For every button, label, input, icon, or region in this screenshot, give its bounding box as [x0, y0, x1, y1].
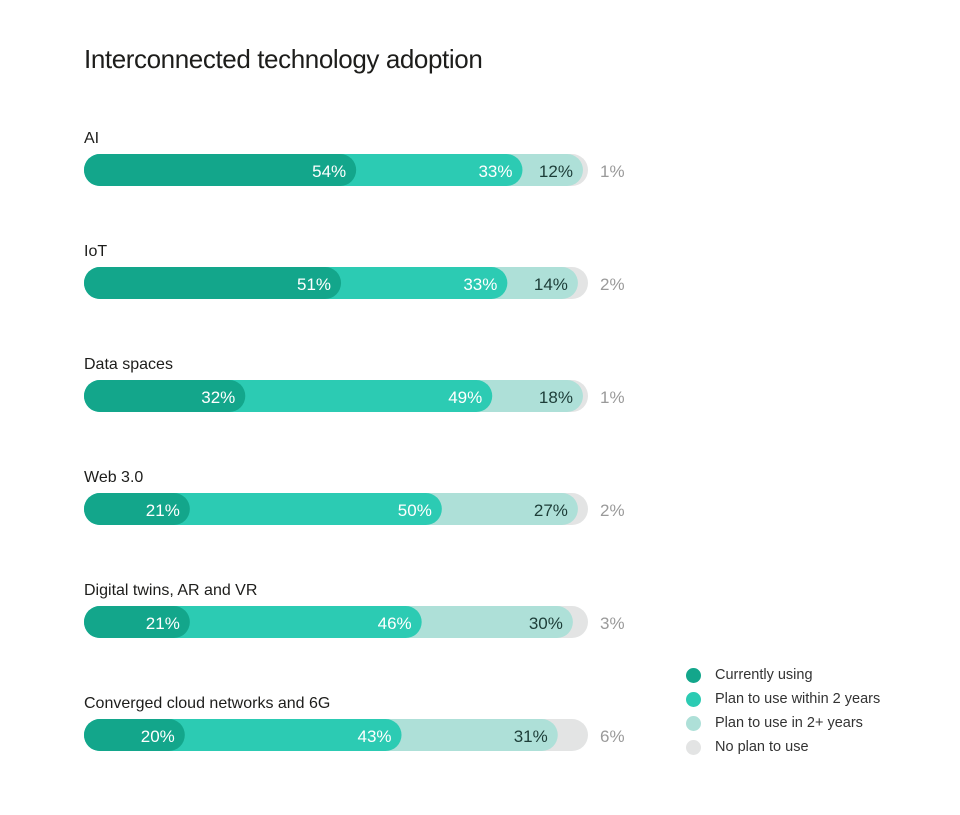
bar-row [84, 606, 588, 638]
data-label: 18% [539, 388, 573, 407]
legend-item: Plan to use in 2+ years [686, 711, 880, 735]
bar-row [84, 267, 588, 299]
data-label: 3% [600, 614, 625, 633]
bar-segment [84, 493, 190, 525]
data-label: 20% [141, 727, 175, 746]
legend-label: Currently using [715, 667, 813, 683]
data-label: 12% [539, 162, 573, 181]
data-label: 54% [312, 162, 346, 181]
data-label: 21% [146, 501, 180, 520]
data-label: 31% [514, 727, 548, 746]
bar-segment [84, 154, 357, 186]
bar-segment [84, 380, 246, 412]
bar-segment [84, 719, 185, 751]
legend-label: Plan to use in 2+ years [715, 715, 863, 731]
legend-swatch [686, 691, 701, 707]
data-label: 33% [463, 275, 497, 294]
data-label: 2% [600, 501, 625, 520]
data-label: 2% [600, 275, 625, 294]
chart-title: Interconnected technology adoption [84, 44, 483, 74]
data-label: 14% [534, 275, 568, 294]
bar-segment [84, 606, 190, 638]
legend-item: No plan to use [686, 735, 880, 759]
data-label: 21% [146, 614, 180, 633]
data-label: 1% [600, 162, 625, 181]
data-label: 1% [600, 388, 625, 407]
legend-item: Plan to use within 2 years [686, 687, 880, 711]
data-label: 50% [398, 501, 432, 520]
legend-item: Currently using [686, 663, 880, 687]
data-label: 6% [600, 727, 625, 746]
data-label: 46% [378, 614, 412, 633]
legend-swatch [686, 739, 701, 755]
data-label: 27% [534, 501, 568, 520]
data-label: 43% [357, 727, 391, 746]
category-label: Data spaces [84, 356, 173, 373]
data-label: 30% [529, 614, 563, 633]
category-label: AI [84, 130, 99, 147]
bar-segment [84, 267, 342, 299]
bar-row [84, 154, 588, 186]
legend: Currently using Plan to use within 2 year… [686, 663, 880, 759]
data-label: 51% [297, 275, 331, 294]
category-label: IoT [84, 243, 107, 260]
category-label: Converged cloud networks and 6G [84, 695, 330, 712]
bar-row [84, 380, 588, 412]
data-label: 33% [478, 162, 512, 181]
legend-label: Plan to use within 2 years [715, 691, 881, 707]
bar-row [84, 719, 588, 751]
legend-label: No plan to use [715, 739, 809, 755]
legend-swatch [686, 715, 701, 731]
data-label: 32% [201, 388, 235, 407]
legend-swatch [686, 667, 701, 683]
category-label: Web 3.0 [84, 469, 143, 486]
category-label: Digital twins, AR and VR [84, 582, 257, 599]
data-label: 49% [448, 388, 482, 407]
bar-row [84, 493, 588, 525]
